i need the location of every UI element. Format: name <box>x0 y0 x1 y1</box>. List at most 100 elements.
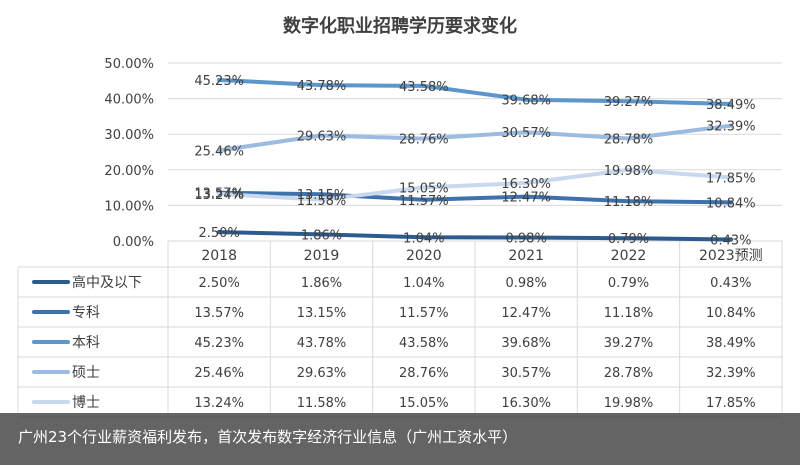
table-cell: 45.23% <box>194 336 244 351</box>
table-cell: 30.57% <box>501 366 551 381</box>
data-label: 11.57% <box>399 194 449 209</box>
y-tick-label: 30.00% <box>104 128 154 143</box>
table-cell: 38.49% <box>706 336 756 351</box>
data-label: 39.27% <box>604 95 654 110</box>
table-cell: 43.58% <box>399 336 449 351</box>
table-cell: 10.84% <box>706 306 756 321</box>
data-point <box>728 123 734 128</box>
data-point <box>216 191 222 197</box>
data-label: 1.04% <box>403 231 444 246</box>
data-label: 45.23% <box>194 74 244 89</box>
table-cell: 39.27% <box>604 336 654 351</box>
data-point <box>523 180 529 186</box>
series-line <box>217 78 733 106</box>
data-label: 13.57% <box>194 187 244 202</box>
data-point <box>421 83 427 89</box>
table-cell: 28.78% <box>604 366 654 381</box>
x-tick-label: 2022 <box>611 248 647 264</box>
legend-label: 高中及以下 <box>72 274 142 291</box>
table-cell: 11.57% <box>399 306 449 321</box>
data-label: 11.18% <box>604 195 654 210</box>
data-label: 16.30% <box>501 177 551 192</box>
data-point <box>728 200 734 205</box>
series-line <box>217 123 733 153</box>
legend-label: 本科 <box>72 335 100 351</box>
series-lines <box>216 77 734 242</box>
data-label: 32.39% <box>706 120 756 135</box>
data-label: 17.85% <box>706 171 756 186</box>
data-point <box>319 82 324 88</box>
table-cell: 32.39% <box>706 366 756 381</box>
table-cell: 29.63% <box>297 366 347 381</box>
caption-text: 广州23个行业薪资福利发布，首次发布数字经济行业信息（广州工资水平） <box>18 428 518 446</box>
data-point <box>728 175 734 180</box>
data-point <box>626 198 631 204</box>
legend-label: 专科 <box>72 305 100 321</box>
data-point <box>421 235 427 240</box>
data-point <box>523 235 529 240</box>
data-label: 0.43% <box>710 233 751 248</box>
data-label: 29.63% <box>297 130 347 145</box>
table-cell: 28.76% <box>399 366 449 381</box>
data-point <box>319 191 324 197</box>
table-cell: 13.15% <box>297 306 347 321</box>
series-line <box>217 230 733 242</box>
series-line <box>217 190 733 205</box>
data-point <box>523 97 529 102</box>
legend-label: 硕士 <box>72 365 100 381</box>
table-cell: 15.05% <box>399 396 449 411</box>
data-point <box>728 237 734 242</box>
data-point <box>626 136 631 141</box>
data-point <box>216 77 222 83</box>
table-cell: 0.79% <box>608 276 649 291</box>
table-cell: 1.04% <box>403 276 444 291</box>
gridlines <box>168 62 782 242</box>
data-label: 19.98% <box>604 164 654 179</box>
table-cell: 12.47% <box>501 306 551 321</box>
table-cell: 13.57% <box>194 306 244 321</box>
data-label: 30.57% <box>501 126 551 141</box>
data-point <box>523 129 529 135</box>
data-label: 0.98% <box>506 232 547 247</box>
data-label: 1.86% <box>301 228 342 243</box>
y-tick-label: 20.00% <box>104 164 154 179</box>
y-tick-label: 40.00% <box>104 93 154 108</box>
data-label: 43.78% <box>297 79 347 94</box>
data-label: 43.58% <box>399 80 449 95</box>
data-point <box>216 148 222 153</box>
data-point <box>421 185 427 190</box>
table-cell: 1.86% <box>301 276 342 291</box>
y-axis: 0.00% 10.00% 20.00% 30.00% 40.00% 50.00% <box>104 57 154 250</box>
table-cell: 19.98% <box>604 396 654 411</box>
data-label: 15.05% <box>399 181 449 196</box>
x-tick-label: 2019 <box>304 248 340 264</box>
data-label: 39.68% <box>501 94 551 109</box>
table-cell: 0.43% <box>710 276 751 291</box>
data-point <box>319 232 324 237</box>
data-point <box>216 229 222 235</box>
y-tick-label: 50.00% <box>104 57 154 72</box>
data-label: 38.49% <box>706 98 756 113</box>
data-label: 25.46% <box>194 144 244 159</box>
data-label: 28.76% <box>399 133 449 148</box>
data-point <box>421 136 427 141</box>
table-cell: 39.68% <box>501 336 551 351</box>
data-point <box>319 197 324 202</box>
data-label: 11.58% <box>297 194 347 209</box>
x-tick-label: 2021 <box>508 248 544 264</box>
data-label: 0.79% <box>608 232 649 247</box>
data-label: 13.24% <box>194 188 244 203</box>
table-cell: 0.98% <box>506 276 547 291</box>
table-cell: 17.85% <box>706 396 756 411</box>
data-label: 2.50% <box>199 226 240 241</box>
data-point <box>626 167 631 173</box>
data-point <box>626 235 631 241</box>
data-point <box>523 194 529 199</box>
y-tick-label: 0.00% <box>113 235 154 250</box>
data-point <box>319 133 324 138</box>
table-cell: 43.78% <box>297 336 347 351</box>
data-point <box>728 101 734 107</box>
y-tick-label: 10.00% <box>104 199 154 214</box>
data-label: 12.47% <box>501 191 551 206</box>
